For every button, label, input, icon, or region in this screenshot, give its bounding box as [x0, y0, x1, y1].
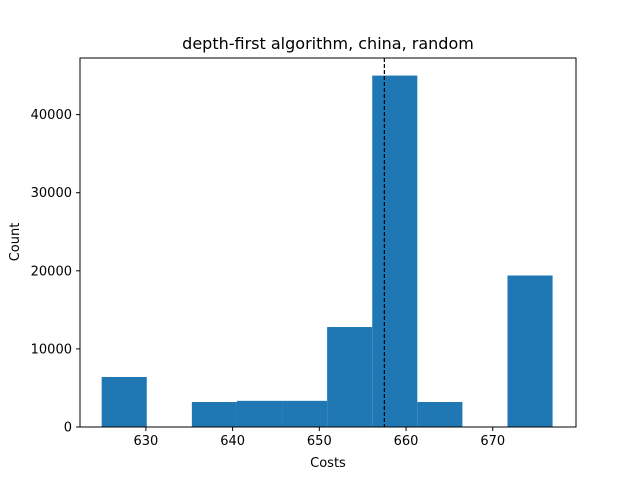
- x-tick-label: 670: [480, 434, 505, 449]
- x-tick-label: 650: [307, 434, 332, 449]
- histogram-bar-9: [507, 275, 553, 427]
- x-tick-label: 630: [133, 434, 158, 449]
- histogram-bar-3: [236, 400, 283, 427]
- x-tick-label: 640: [220, 434, 245, 449]
- y-ticks-group: 0 10000 20000 30000 40000: [31, 108, 80, 436]
- histogram-bar-4: [282, 400, 328, 427]
- histogram-bar-0: [101, 377, 147, 427]
- x-axis-label: Costs: [310, 456, 346, 471]
- x-tick-label: 660: [394, 434, 419, 449]
- y-tick-label: 30000: [31, 186, 72, 201]
- y-axis-label: Count: [8, 223, 23, 262]
- histogram-bar-7: [417, 402, 463, 427]
- histogram-bar-2: [191, 402, 237, 427]
- histogram-bar-5: [327, 327, 373, 427]
- chart-title: depth-first algorithm, china, random: [182, 34, 474, 53]
- histogram-bar-6: [372, 75, 418, 428]
- bars-group: [101, 75, 553, 428]
- x-ticks-group: 630 640 650 660 670: [133, 427, 505, 449]
- y-tick-label: 0: [64, 421, 72, 436]
- y-tick-label: 10000: [31, 342, 72, 357]
- y-tick-label: 20000: [31, 264, 72, 279]
- plot-area-frame: [79, 57, 577, 428]
- y-tick-label: 40000: [31, 108, 72, 123]
